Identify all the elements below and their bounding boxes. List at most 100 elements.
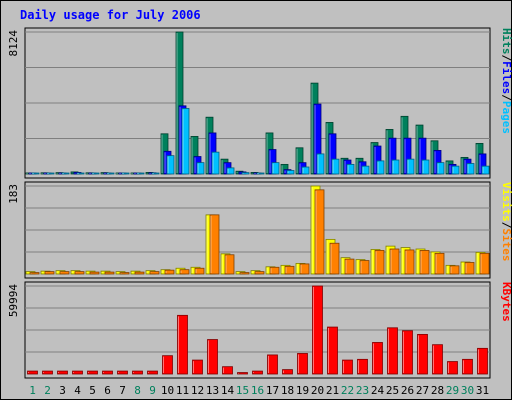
bar-body: [286, 170, 295, 175]
bar-body: [254, 271, 265, 275]
bar-body: [209, 214, 220, 275]
bar-pages-day-22: [346, 163, 355, 175]
bar-body: [299, 263, 310, 275]
x-tick-label: 25: [386, 384, 399, 397]
x-tick-label: 17: [266, 384, 279, 397]
bar-sites-day-25: [389, 248, 400, 275]
bar-body: [91, 172, 100, 175]
bar-body: [192, 359, 203, 375]
bar-body: [316, 153, 325, 175]
bar-body: [211, 151, 220, 175]
hits-panel-legend: Hits/Files/Pages: [500, 28, 512, 134]
bar-body: [72, 370, 83, 375]
bar-pages-day-14: [226, 167, 235, 175]
bar-kbytes-day-18: [282, 369, 293, 375]
bar-kbytes-day-25: [387, 327, 398, 375]
bar-body: [136, 172, 145, 175]
bar-body: [462, 358, 473, 375]
bar-body: [447, 361, 458, 375]
x-tick-label: 19: [296, 384, 309, 397]
bar-pages-day-25: [391, 159, 400, 175]
x-tick-label: 14: [221, 384, 235, 397]
bar-sites-day-15: [239, 272, 250, 275]
bar-body: [466, 163, 475, 175]
legend-entry: Pages: [500, 101, 512, 134]
bar-body: [207, 339, 218, 375]
bar-body: [119, 272, 130, 275]
bar-kbytes-day-24: [372, 342, 383, 375]
bar-body: [57, 370, 68, 375]
bar-pages-day-12: [196, 162, 205, 175]
bar-body: [387, 327, 398, 375]
bar-pages-day-28: [436, 162, 445, 175]
bar-sites-day-27: [419, 250, 430, 275]
bar-pages-day-1: [31, 172, 40, 175]
bar-body: [481, 165, 490, 175]
bar-body: [194, 267, 205, 275]
bar-body: [181, 108, 190, 175]
bar-body: [89, 271, 100, 275]
bar-kbytes-day-3: [57, 370, 68, 375]
bar-body: [267, 354, 278, 375]
bar-pages-day-3: [61, 172, 70, 175]
bar-kbytes-day-4: [72, 370, 83, 375]
bar-sites-day-11: [179, 269, 190, 275]
bar-pages-day-17: [271, 162, 280, 175]
x-tick-label: 28: [431, 384, 444, 397]
legend-entry: Files: [500, 61, 512, 94]
bar-kbytes-day-5: [87, 370, 98, 375]
x-tick-label: 13: [206, 384, 219, 397]
bar-body: [177, 314, 188, 375]
bar-sites-day-31: [479, 252, 490, 275]
bar-pages-day-24: [376, 160, 385, 175]
x-tick-label: 30: [461, 384, 474, 397]
bar-sites-day-4: [74, 271, 85, 275]
bar-body: [106, 172, 115, 175]
bar-body: [179, 269, 190, 275]
bar-body: [166, 155, 175, 175]
visits-panel-ymax-label: 183: [7, 184, 20, 204]
bar-body: [226, 167, 235, 175]
bar-pages-day-8: [136, 172, 145, 175]
x-tick-label: 29: [446, 384, 459, 397]
bar-kbytes-day-9: [147, 370, 158, 375]
bar-sites-day-2: [44, 271, 55, 275]
x-tick-label: 6: [104, 384, 111, 397]
bar-body: [87, 370, 98, 375]
bar-body: [327, 326, 338, 375]
bar-body: [404, 249, 415, 275]
x-tick-label: 18: [281, 384, 294, 397]
bar-pages-day-21: [331, 158, 340, 175]
bar-sites-day-28: [434, 252, 445, 275]
hits-panel-ymax-label: 8124: [7, 30, 20, 57]
bar-sites-day-20: [314, 189, 325, 275]
bar-kbytes-day-6: [102, 370, 113, 375]
bar-body: [329, 242, 340, 275]
x-tick-label: 2: [44, 384, 51, 397]
bar-pages-day-31: [481, 165, 490, 175]
bar-pages-day-27: [421, 159, 430, 175]
bar-pages-day-4: [76, 172, 85, 175]
bar-body: [27, 370, 38, 375]
bar-pages-day-5: [91, 172, 100, 175]
bar-body: [104, 271, 115, 275]
bar-body: [31, 172, 40, 175]
bar-kbytes-day-7: [117, 370, 128, 375]
bar-kbytes-day-27: [417, 333, 428, 375]
bar-body: [372, 342, 383, 375]
bar-body: [389, 248, 400, 275]
bar-pages-day-19: [301, 166, 310, 175]
bar-body: [402, 330, 413, 375]
bar-body: [421, 159, 430, 175]
kbytes-panel-ymax-label: 59994: [7, 284, 20, 317]
legend-entry: Hits: [500, 28, 512, 55]
bar-sites-day-21: [329, 242, 340, 275]
bar-pages-day-9: [151, 172, 160, 175]
x-tick-label: 27: [416, 384, 429, 397]
chart-title: Daily usage for July 2006: [20, 8, 201, 22]
bar-body: [252, 370, 263, 375]
bar-sites-day-10: [164, 269, 175, 275]
bar-sites-day-22: [344, 258, 355, 275]
bar-body: [117, 370, 128, 375]
